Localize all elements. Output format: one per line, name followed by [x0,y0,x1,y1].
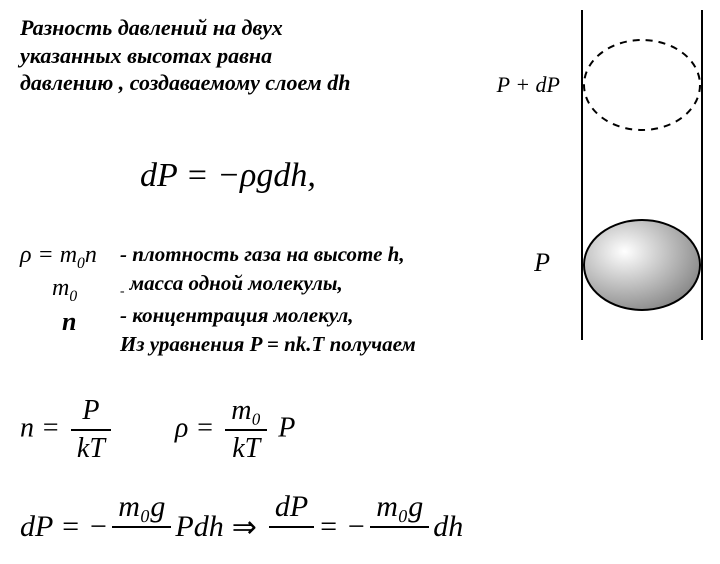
def-m0: масса одной молекулы, [125,271,343,295]
title-block: Разность давлений на двух указанных высо… [20,14,440,97]
definitions: - плотность газа на высоте h, - масса од… [120,240,416,359]
pressure-label-bottom: P [534,248,550,278]
title-line2: указанных высотах равна [20,43,272,68]
equation-final: dP = − m₀g Pdh ⇒ dP = − m₀g dh [20,490,463,564]
equations-row2: n = PkT ρ = m₀kT P [20,395,295,465]
implies-arrow: ⇒ [232,510,257,545]
pressure-label-top: P + dP [497,72,560,98]
symbol-m0: m0 [52,275,77,306]
title-line3: давлению , создаваемому слоем dh [20,70,350,95]
def-n: - концентрация молекул, [120,303,354,327]
symbol-rho: ρ = m0n [20,242,97,273]
eq-n: n = PkT [20,395,115,465]
symbol-n: n [62,307,76,337]
def-equation: Из уравнения P = nk.T получаем [120,332,416,356]
equation-dp: dP = −ρgdh, [140,157,316,195]
eq-rho: ρ = m₀kT P [175,395,295,465]
title-line1: Разность давлений на двух [20,15,283,40]
column-diagram [552,10,712,340]
def-rho: - плотность газа на высоте h, [120,242,405,266]
